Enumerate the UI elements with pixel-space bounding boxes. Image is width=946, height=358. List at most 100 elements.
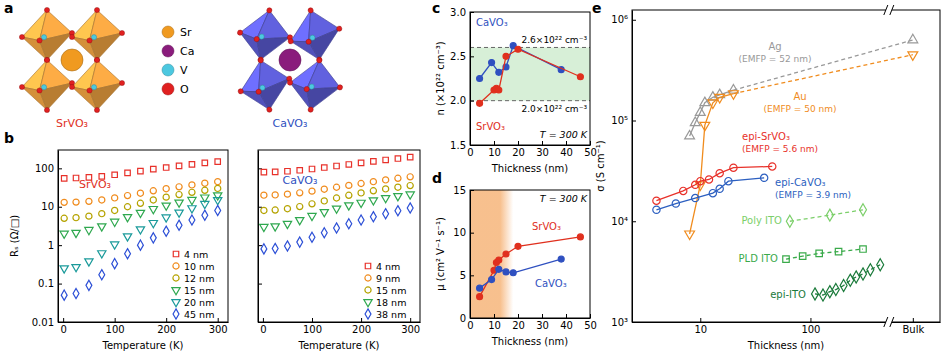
data-point xyxy=(309,201,315,207)
oxygen-atom xyxy=(94,107,99,112)
data-point xyxy=(112,195,118,201)
data-point xyxy=(496,257,502,263)
series-line xyxy=(480,237,581,297)
tick-mark xyxy=(58,245,62,246)
tick-label: 40 xyxy=(560,147,573,158)
data-point xyxy=(151,166,156,171)
data-point xyxy=(112,207,118,213)
plot-marks xyxy=(477,234,584,300)
tick-mark xyxy=(258,284,262,285)
data-point xyxy=(297,190,303,196)
tick-label: 10 xyxy=(453,227,466,238)
data-point xyxy=(98,224,106,231)
y-axis-title: σ (S cm⁻¹) xyxy=(595,140,606,191)
tick-mark xyxy=(361,318,362,322)
series-line xyxy=(786,249,863,259)
data-point xyxy=(73,199,79,205)
series-label: PLD ITO xyxy=(739,253,779,264)
data-point xyxy=(215,179,221,185)
data-point xyxy=(477,100,483,106)
series-label: epi-SrVO₃ xyxy=(742,131,790,142)
tick-label: 300 xyxy=(401,324,420,335)
data-point xyxy=(215,159,220,164)
series-label: Poly ITO xyxy=(741,215,782,226)
data-point xyxy=(296,218,304,225)
legend-label: 9 nm xyxy=(376,273,400,284)
data-point xyxy=(835,248,841,254)
reference-label: 2.0×10²² cm⁻³ xyxy=(522,104,588,114)
tick-mark xyxy=(58,168,62,169)
data-point xyxy=(297,203,303,209)
data-point xyxy=(760,174,767,181)
reference-label: 2.6×10²² cm⁻³ xyxy=(522,35,588,45)
y-axis: 051015 xyxy=(453,185,474,324)
octahedron-face xyxy=(90,33,123,60)
tick-label: 200 xyxy=(157,324,176,335)
tick-mark xyxy=(810,318,811,322)
data-point xyxy=(176,184,182,190)
data-point xyxy=(284,191,290,197)
legend-symbol xyxy=(365,287,371,293)
data-point xyxy=(358,215,364,225)
data-point xyxy=(99,270,105,280)
tick-label: 10⁴ xyxy=(611,216,628,227)
x-axis-title: Temperature (K) xyxy=(102,340,184,351)
compound-name: SrVO₃ xyxy=(56,117,88,130)
axis-break-mark xyxy=(890,317,894,327)
tick-label: 30 xyxy=(536,320,549,331)
data-point xyxy=(503,269,509,275)
data-point xyxy=(285,241,291,251)
axis-break-mark xyxy=(884,5,888,15)
data-point xyxy=(321,186,327,192)
plot-frame xyxy=(58,150,228,322)
bulk-extension xyxy=(733,40,912,90)
plot-marks xyxy=(60,159,222,300)
data-point xyxy=(137,200,143,206)
data-point xyxy=(188,206,196,213)
oxygen-atom xyxy=(287,80,293,86)
tick xyxy=(258,207,262,208)
tick-label: 5 xyxy=(460,270,466,281)
plot-background xyxy=(470,190,513,318)
data-point xyxy=(708,100,718,109)
series-label: epi-CaVO₃ xyxy=(775,177,826,188)
data-point xyxy=(272,243,278,253)
data-point xyxy=(61,215,67,221)
series-label: Ag xyxy=(768,41,781,52)
data-point xyxy=(877,259,884,271)
tick: Bulk xyxy=(902,318,924,335)
tick-mark xyxy=(410,318,411,322)
data-point xyxy=(816,250,822,256)
legend-symbol xyxy=(365,275,371,281)
atom-legend-symbol xyxy=(162,83,174,95)
legend-label: 4 nm xyxy=(184,249,208,260)
data-point xyxy=(672,200,679,207)
data-point xyxy=(730,164,737,171)
legend-symbol xyxy=(172,288,180,295)
data-point xyxy=(260,224,268,231)
data-point xyxy=(261,244,267,254)
tick-label: 100 xyxy=(303,324,322,335)
tick-mark xyxy=(218,318,219,322)
data-point xyxy=(136,210,144,217)
octahedron-face xyxy=(257,79,294,111)
series-label: SrVO₃ xyxy=(476,121,505,132)
tick: 300 xyxy=(401,318,420,335)
tick: 40 xyxy=(560,141,573,158)
data-point xyxy=(85,259,93,266)
legend-symbol xyxy=(173,309,179,319)
tick: 40 xyxy=(560,314,573,331)
data-point xyxy=(346,182,352,188)
data-point xyxy=(346,162,351,167)
data-point xyxy=(496,266,502,272)
y-axis-title: n (×10²² cm⁻³) xyxy=(435,41,446,115)
chart-title: CaVO₃ xyxy=(283,174,318,187)
legend-label: 45 nm xyxy=(184,309,214,320)
vanadium-atom xyxy=(91,35,96,40)
data-point xyxy=(150,233,156,243)
plot-frame xyxy=(470,190,590,318)
series-line xyxy=(480,46,562,79)
figure-svg: aSrVO₃CaVO₃SrCaVO01002003000.010.1110100… xyxy=(0,0,946,358)
data-point xyxy=(99,211,105,217)
data-point xyxy=(201,201,209,208)
